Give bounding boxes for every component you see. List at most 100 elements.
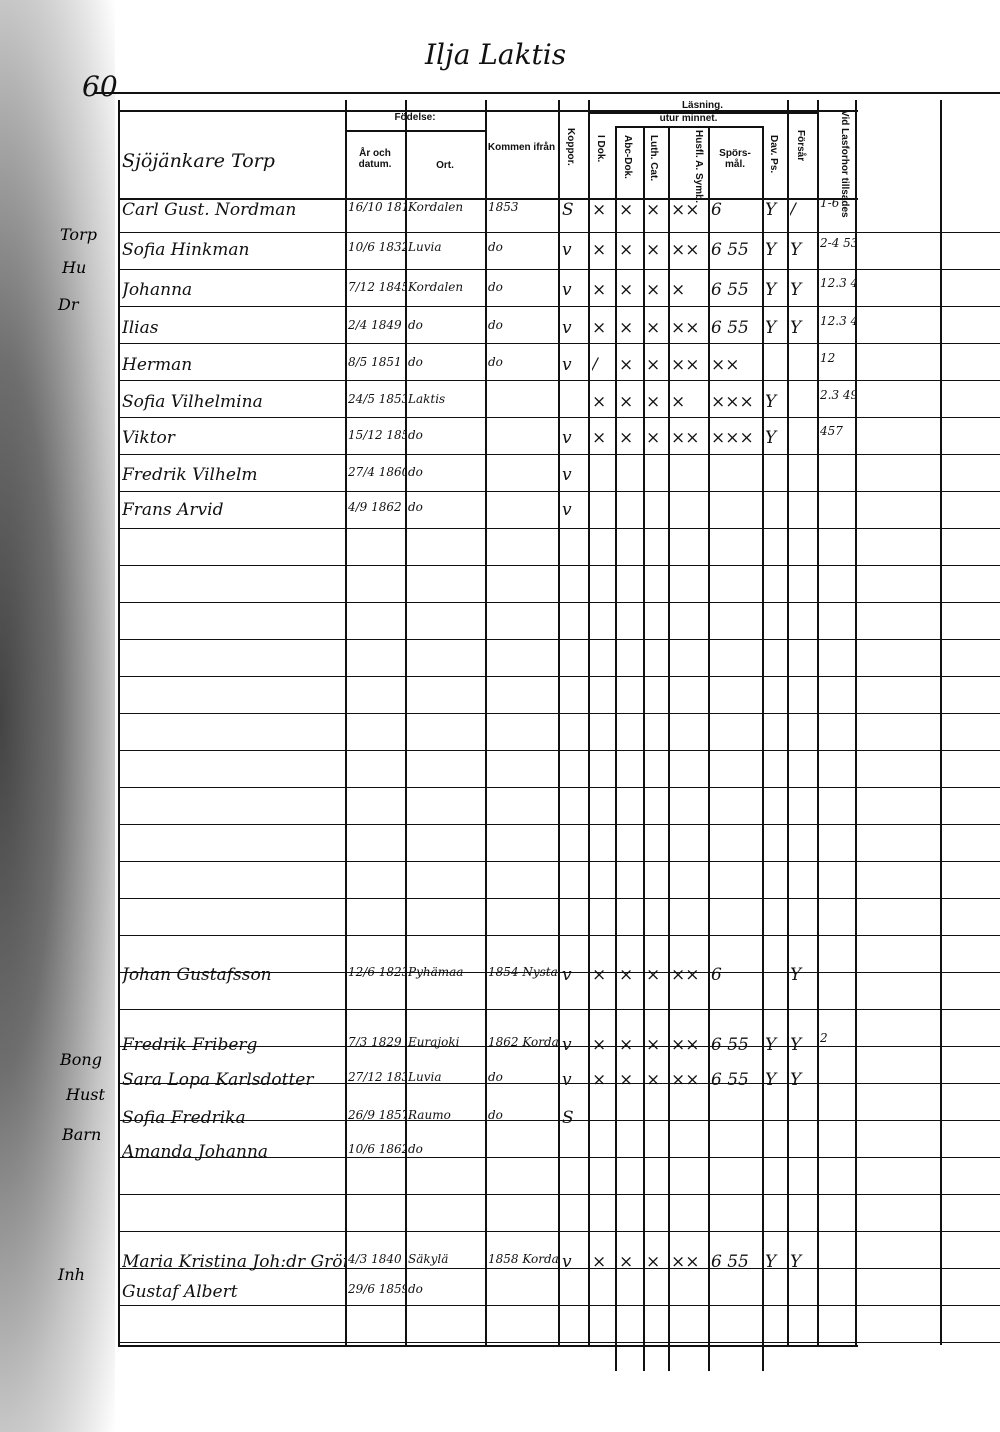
reading-mark: 6 55 [711, 1070, 749, 1090]
birth-date: 7/3 1829 [348, 1035, 402, 1049]
birth-date: 10/6 1862 [348, 1142, 405, 1156]
reading-mark: × [592, 428, 607, 448]
birth-place: Luvia [408, 240, 442, 254]
smallpox-mark: v [562, 240, 572, 260]
reading-mark: / [790, 200, 796, 220]
reading-mark: × [646, 1070, 661, 1090]
column-rule [345, 100, 347, 1345]
header-from-memory: utur minnet. [659, 113, 718, 124]
birth-place: do [408, 318, 423, 332]
person-name: Sofia Hinkman [122, 240, 250, 260]
column-rule [485, 100, 487, 1345]
birth-place: Luvia [408, 1070, 442, 1084]
birth-date: 7/12 1845 [348, 280, 405, 294]
header-birth-place: Ort. [436, 160, 454, 171]
person-name: Frans Arvid [122, 500, 224, 520]
birth-place: Kordalen [408, 280, 464, 294]
margin-note: Dr [58, 295, 79, 314]
reading-mark: Y [790, 1035, 802, 1055]
reading-mark: Y [790, 1070, 802, 1090]
reading-mark: × [646, 392, 661, 412]
came-from: 1862 Kordal [488, 1035, 558, 1049]
header-birth-year: År och datum. [358, 148, 392, 170]
reading-mark: × [592, 392, 607, 412]
reading-mark: Y [765, 392, 777, 412]
row-rule [118, 1009, 1000, 1010]
came-from: do [488, 355, 503, 369]
birth-date: 26/9 1857 [348, 1108, 405, 1122]
birth-place: do [408, 1142, 423, 1156]
reading-mark: × [619, 1035, 634, 1055]
row-rule [118, 1120, 1000, 1121]
reading-mark: × [619, 1070, 634, 1090]
row-rule [118, 713, 1000, 714]
person-name: Herman [122, 355, 193, 375]
column-rule [817, 100, 819, 1345]
row-rule [118, 1157, 1000, 1158]
row-rule [118, 343, 1000, 344]
reading-mark: × [619, 965, 634, 985]
birth-date: 27/4 1860 [348, 465, 405, 479]
smallpox-mark: v [562, 355, 572, 375]
row-rule [118, 935, 1000, 936]
row-rule [118, 1231, 1000, 1232]
reading-mark: ×× [671, 1252, 700, 1272]
reading-mark: Y [765, 1070, 777, 1090]
header-came-from: Kommen ifrån [487, 142, 556, 153]
birth-date: 4/9 1862 [348, 500, 402, 514]
person-name: Sofia Fredrika [122, 1108, 246, 1128]
reading-mark: ×× [671, 200, 700, 220]
came-from: do [488, 280, 503, 294]
margin-note: Hust [66, 1085, 105, 1104]
column-rule [558, 100, 560, 1345]
reading-mark: Y [765, 1252, 777, 1272]
reading-sub-rule [588, 112, 817, 114]
birth-date: 2/4 1849 [348, 318, 402, 332]
header-vid: Vid Lasforhor tillsades [839, 110, 850, 218]
smallpox-mark: v [562, 1070, 572, 1090]
row-rule [118, 972, 1000, 973]
reading-mark: × [592, 200, 607, 220]
reading-mark: Y [790, 318, 802, 338]
row-rule [118, 750, 1000, 751]
person-name: Sara Lopa Karlsdotter [122, 1070, 314, 1090]
header-bottom-rule [118, 198, 858, 200]
reading-mark: ×× [711, 355, 740, 375]
smallpox-mark: v [562, 1035, 572, 1055]
smallpox-mark: v [562, 1252, 572, 1272]
reading-mark: ××× [711, 392, 754, 412]
person-name: Fredrik Vilhelm [122, 465, 258, 485]
margin-note: Bong [60, 1050, 102, 1069]
reading-mark: × [619, 280, 634, 300]
margin-note: Hu [62, 258, 87, 277]
reading-mark: × [646, 240, 661, 260]
reading-mark: × [646, 428, 661, 448]
smallpox-mark: v [562, 965, 572, 985]
birth-place: do [408, 1282, 423, 1296]
row-rule [118, 861, 1000, 862]
birth-date: 10/6 1832 [348, 240, 405, 254]
row-rule [118, 787, 1000, 788]
row-rule [118, 1305, 1000, 1306]
reading-mark: × [619, 355, 634, 375]
person-name: Ilias [122, 318, 159, 338]
person-name: Sofia Vilhelmina [122, 392, 263, 412]
row-rule [118, 824, 1000, 825]
reading-mark: × [619, 392, 634, 412]
birth-sub-rule [345, 130, 485, 132]
header-dav: Dav. Ps. [768, 135, 779, 174]
row-rule [118, 269, 1000, 270]
header-reading: Läsning. [681, 100, 724, 111]
reading-mark: 6 55 [711, 318, 749, 338]
reading-mark: ×× [671, 318, 700, 338]
reading-mark: 6 55 [711, 1035, 749, 1055]
birth-place: Laktis [408, 392, 446, 406]
page-title: Ilja Laktis [425, 38, 567, 71]
reading-mark: × [646, 355, 661, 375]
row-rule [118, 491, 1000, 492]
reading-mark: ×× [671, 1070, 700, 1090]
examination-note: 2 [820, 1031, 828, 1045]
birth-date: 16/10 1819 [348, 200, 405, 214]
person-name: Fredrik Friberg [122, 1035, 258, 1055]
reading-mark: 6 [711, 965, 722, 985]
